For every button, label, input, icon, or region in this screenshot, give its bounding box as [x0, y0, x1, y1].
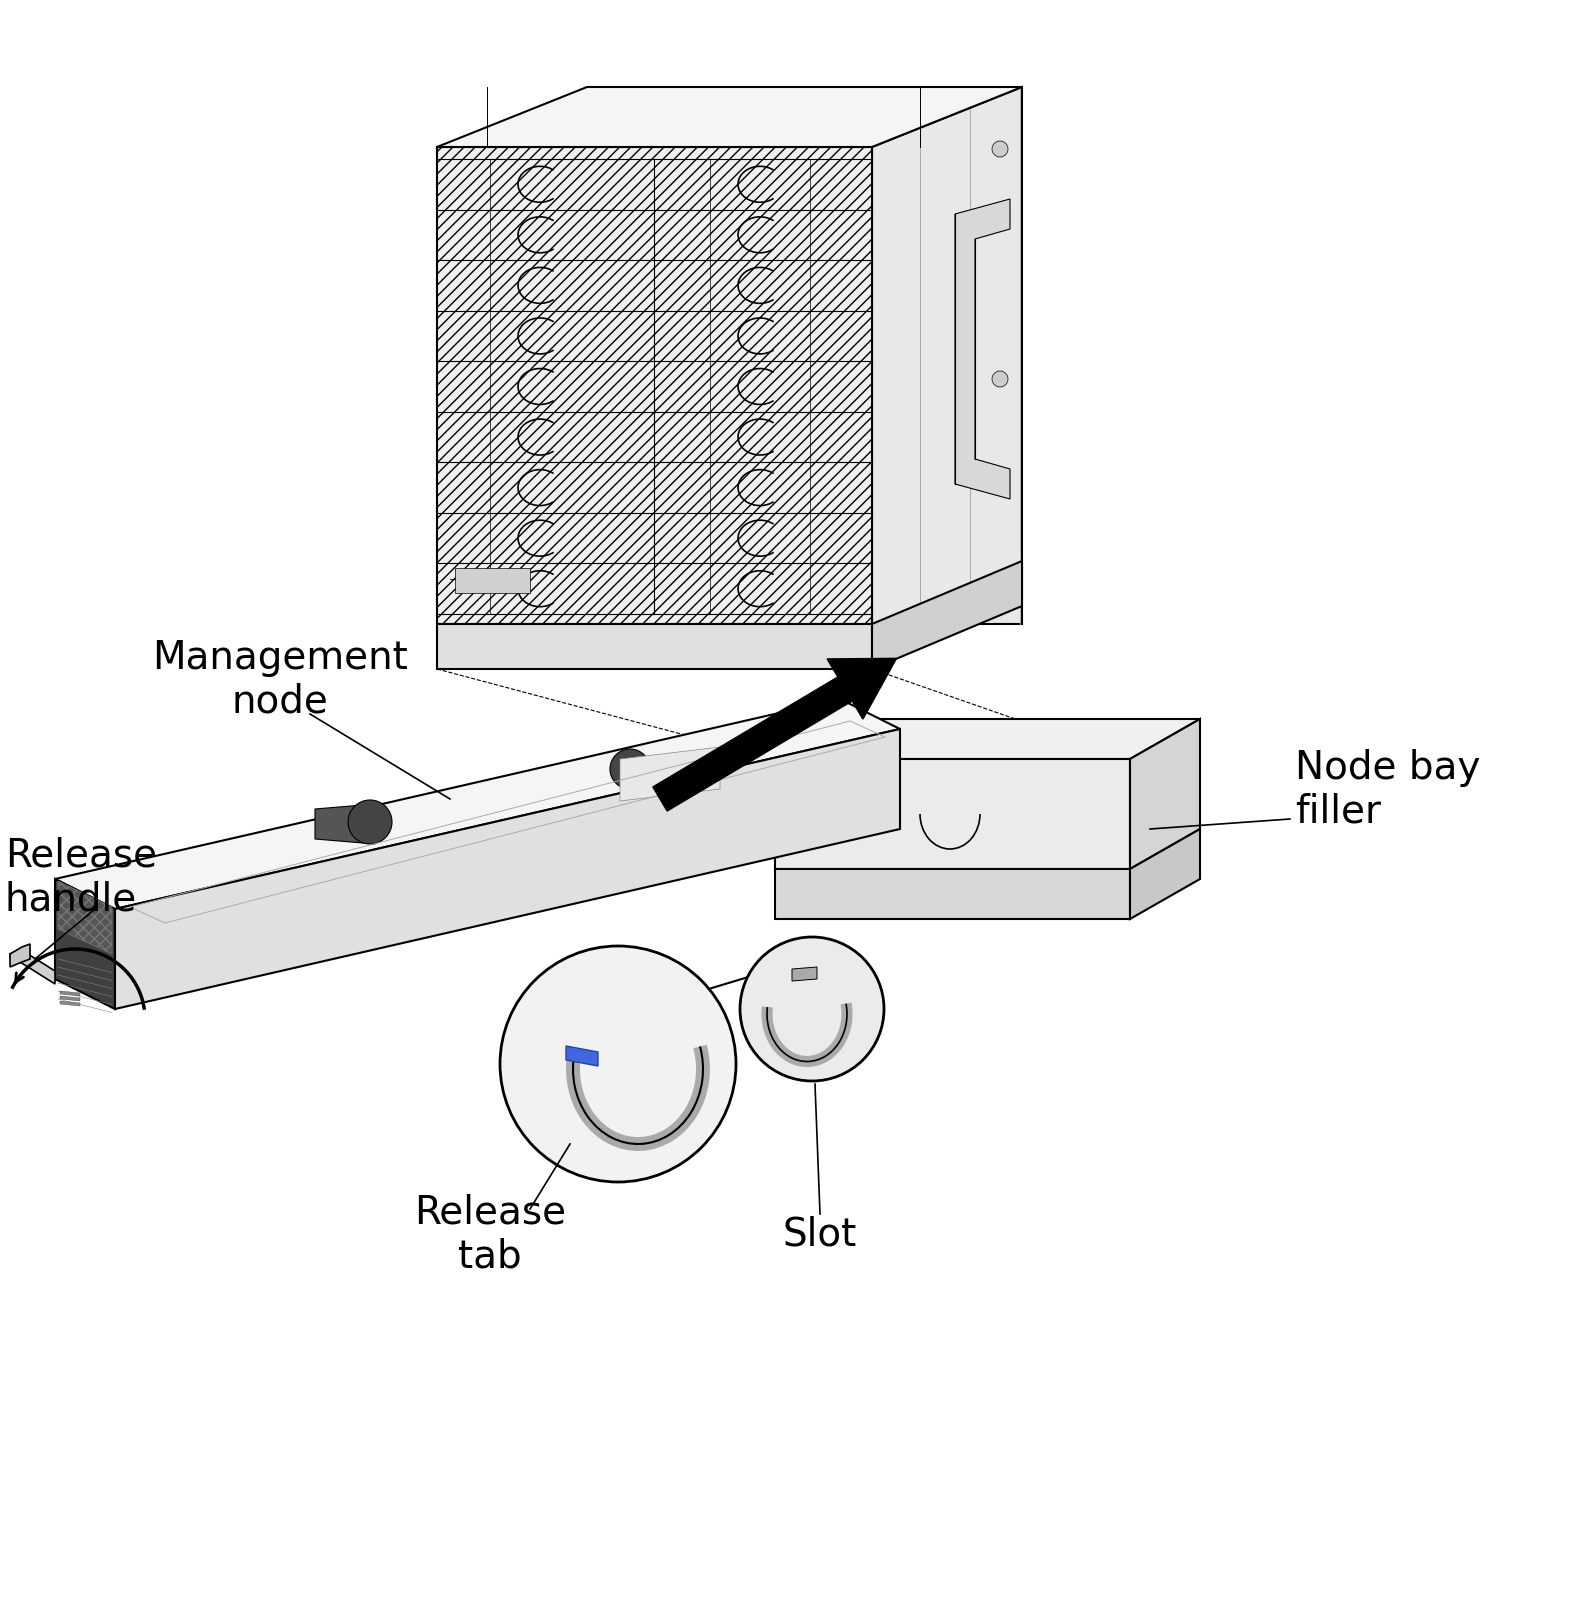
Text: Node bay
filler: Node bay filler [1295, 748, 1480, 830]
Polygon shape [872, 562, 1023, 669]
Polygon shape [437, 624, 872, 669]
Polygon shape [776, 870, 1130, 920]
Polygon shape [567, 1046, 598, 1066]
Circle shape [993, 141, 1008, 157]
Polygon shape [437, 148, 872, 624]
Polygon shape [315, 804, 375, 844]
Polygon shape [9, 950, 55, 984]
Polygon shape [872, 88, 1023, 624]
Polygon shape [776, 719, 1200, 759]
Circle shape [739, 937, 883, 1082]
Circle shape [500, 947, 736, 1183]
Circle shape [993, 372, 1008, 388]
Polygon shape [955, 201, 1010, 499]
Polygon shape [9, 944, 30, 968]
Polygon shape [776, 759, 1130, 870]
Text: Management
node: Management node [152, 639, 408, 721]
Polygon shape [55, 700, 901, 910]
Polygon shape [59, 881, 112, 955]
FancyArrow shape [652, 660, 896, 812]
Polygon shape [55, 880, 116, 1010]
Polygon shape [116, 730, 901, 1010]
Polygon shape [437, 88, 1023, 148]
Polygon shape [1130, 830, 1200, 920]
Polygon shape [60, 1002, 81, 1006]
Polygon shape [792, 968, 817, 981]
Polygon shape [60, 992, 81, 997]
Text: Release
tab: Release tab [413, 1193, 567, 1276]
Text: Slot: Slot [784, 1215, 856, 1254]
Text: Release
handle: Release handle [5, 836, 157, 918]
Circle shape [609, 750, 651, 790]
Circle shape [348, 801, 393, 844]
Polygon shape [1130, 719, 1200, 870]
Polygon shape [621, 748, 720, 801]
Polygon shape [60, 997, 81, 1002]
Polygon shape [454, 570, 530, 594]
